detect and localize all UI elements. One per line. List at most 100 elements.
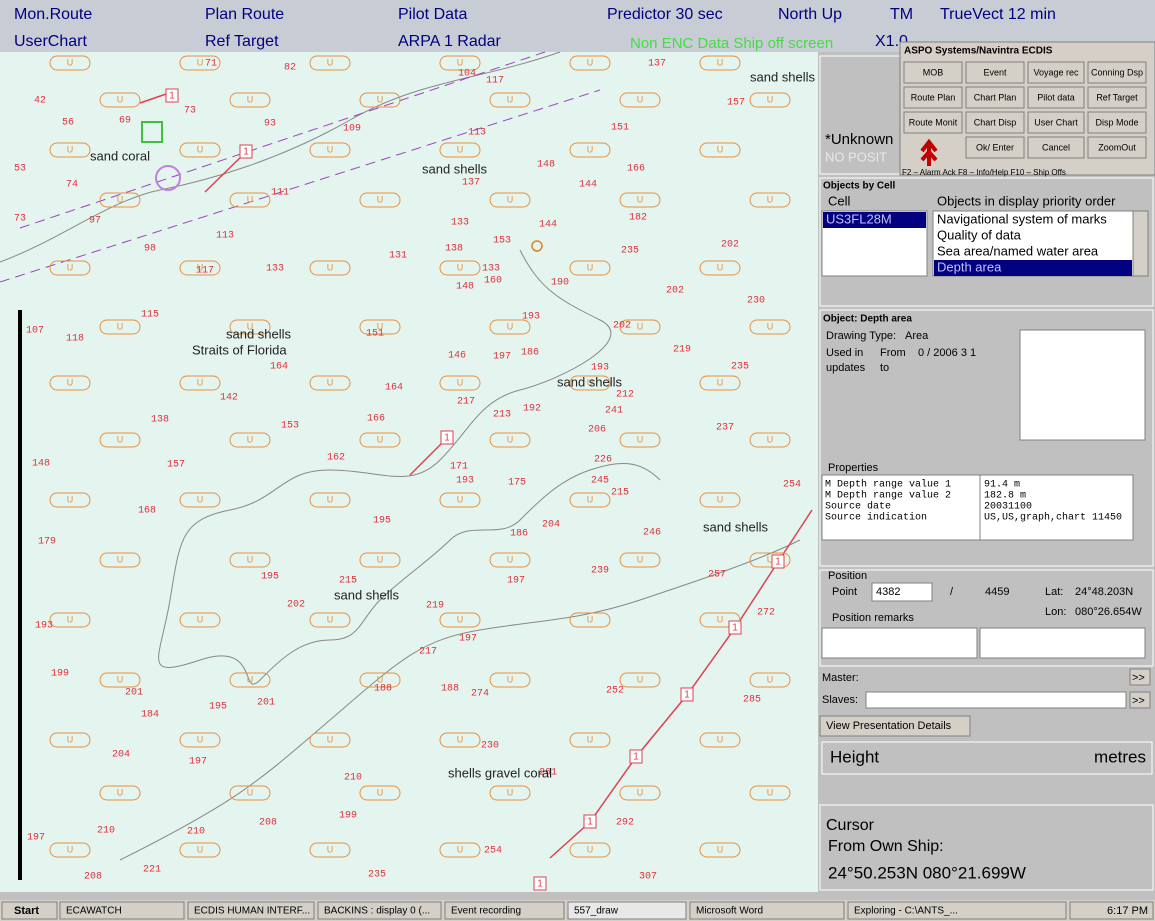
buoy-symbol-text: U	[197, 377, 204, 387]
sounding: 219	[673, 345, 691, 356]
buoy-symbol-text: U	[377, 94, 384, 104]
chart-label: sand shells	[557, 374, 623, 389]
buoy-symbol-text: U	[67, 262, 74, 272]
height-label: Height	[830, 747, 879, 766]
route-marker-text: 1	[775, 557, 781, 568]
sounding: 208	[259, 818, 277, 829]
buoy-symbol-text: U	[587, 844, 594, 854]
start: Start	[14, 905, 39, 917]
sounding: 254	[484, 846, 502, 857]
to: to	[880, 362, 889, 374]
buoy-symbol-text: U	[327, 734, 334, 744]
menu-item[interactable]: Pilot Data	[398, 6, 467, 23]
cursor-title: Cursor	[826, 817, 875, 834]
sounding: 73	[184, 106, 196, 117]
height-unit: metres	[1094, 747, 1146, 766]
menu-item[interactable]: Predictor 30 sec	[607, 6, 723, 23]
sounding: 202	[287, 600, 305, 611]
buoy-symbol-text: U	[197, 614, 204, 624]
object-item[interactable]: Navigational system of marks	[937, 211, 1107, 226]
menu-item[interactable]: TM	[890, 6, 913, 23]
drawing-type: Area	[905, 330, 929, 342]
position-title: Position	[828, 570, 867, 582]
sounding: 195	[209, 702, 227, 713]
sounding: 235	[368, 870, 386, 881]
sounding: 192	[523, 404, 541, 415]
from: From	[880, 347, 906, 359]
sounding: 219	[426, 601, 444, 612]
sounding: 56	[62, 118, 74, 129]
buoy-symbol-text: U	[717, 494, 724, 504]
buoy-symbol-text: U	[587, 262, 594, 272]
sounding: 82	[284, 63, 296, 74]
drawing-type-label: Drawing Type:	[826, 330, 896, 342]
warning: Non ENC Data Ship off screen	[630, 35, 833, 52]
buoy-symbol-text: U	[197, 494, 204, 504]
buoy-symbol-text: U	[767, 787, 774, 797]
menu-item[interactable]: North Up	[778, 6, 842, 23]
ecdis-button-label: Voyage rec	[1033, 67, 1079, 77]
buoy-symbol-text: U	[717, 262, 724, 272]
ecdis-footer: F2 – Alarm Ack F8 – Info/Help F10 – Ship…	[902, 168, 1066, 177]
menu-item[interactable]: Mon.Route	[14, 6, 92, 23]
sounding: 182	[629, 213, 647, 224]
buoy-symbol-text: U	[507, 434, 514, 444]
sounding: 71	[205, 59, 217, 70]
sounding: 204	[112, 750, 130, 761]
sounding: 199	[339, 811, 357, 822]
task-label: Microsoft Word	[696, 906, 763, 917]
sounding: 98	[144, 244, 156, 255]
object-item[interactable]: Depth area	[937, 259, 1002, 274]
sounding: 230	[481, 741, 499, 752]
route-marker-text: 1	[243, 147, 249, 158]
sounding: 217	[457, 397, 475, 408]
updates: updates	[826, 362, 866, 374]
sounding: 215	[611, 488, 629, 499]
point: 4382	[876, 586, 900, 598]
sounding: 235	[731, 362, 749, 373]
object-item[interactable]: Quality of data	[937, 227, 1022, 242]
cell-item[interactable]: US3FL28M	[826, 211, 892, 226]
sounding: 166	[627, 164, 645, 175]
sounding: 237	[716, 423, 734, 434]
sounding: 199	[51, 669, 69, 680]
sounding: 221	[143, 865, 161, 876]
buoy-symbol-text: U	[327, 494, 334, 504]
sounding: 133	[482, 264, 500, 275]
chart-label: sand shells	[226, 326, 292, 341]
property-name: M Depth range value 1	[825, 479, 951, 491]
menu-item[interactable]: UserChart	[14, 33, 87, 50]
route-marker-text: 1	[684, 690, 690, 701]
menu-item[interactable]: Ref Target	[205, 33, 279, 50]
sounding: 111	[271, 188, 289, 199]
buoy-symbol-text: U	[327, 144, 334, 154]
buoy-symbol-text: U	[767, 434, 774, 444]
property-value: US,US,graph,chart 11450	[984, 512, 1122, 524]
buoy-symbol-text: U	[507, 321, 514, 331]
buoy-symbol-text: U	[507, 787, 514, 797]
buoy-symbol-text: U	[717, 734, 724, 744]
sounding: 235	[621, 246, 639, 257]
sounding: 272	[757, 608, 775, 619]
ecdis-button-label: Conning Dsp	[1091, 67, 1143, 77]
sounding: 193	[456, 476, 474, 487]
sounding: 113	[468, 128, 486, 139]
sounding: 208	[84, 872, 102, 883]
buoy-symbol-text: U	[377, 434, 384, 444]
sounding: 164	[270, 362, 288, 373]
lon-label: Lon:	[1045, 606, 1066, 618]
sounding: 215	[339, 576, 357, 587]
menu-item[interactable]: TrueVect 12 min	[940, 6, 1056, 23]
slaves-field[interactable]	[866, 692, 1126, 708]
object-item[interactable]: Sea area/named water area	[937, 243, 1099, 258]
chart-area	[0, 52, 818, 892]
sounding: 195	[373, 516, 391, 527]
buoy-symbol-text: U	[117, 787, 124, 797]
sounding: 193	[35, 621, 53, 632]
ecdis-button-label: Chart Disp	[974, 117, 1017, 127]
objects-header: Objects in display priority order	[937, 193, 1116, 208]
ecdis-button-label: Pilot data	[1037, 92, 1075, 102]
menu-item[interactable]: ARPA 1 Radar	[398, 33, 502, 50]
sounding: 107	[26, 326, 44, 337]
menu-item[interactable]: Plan Route	[205, 6, 284, 23]
